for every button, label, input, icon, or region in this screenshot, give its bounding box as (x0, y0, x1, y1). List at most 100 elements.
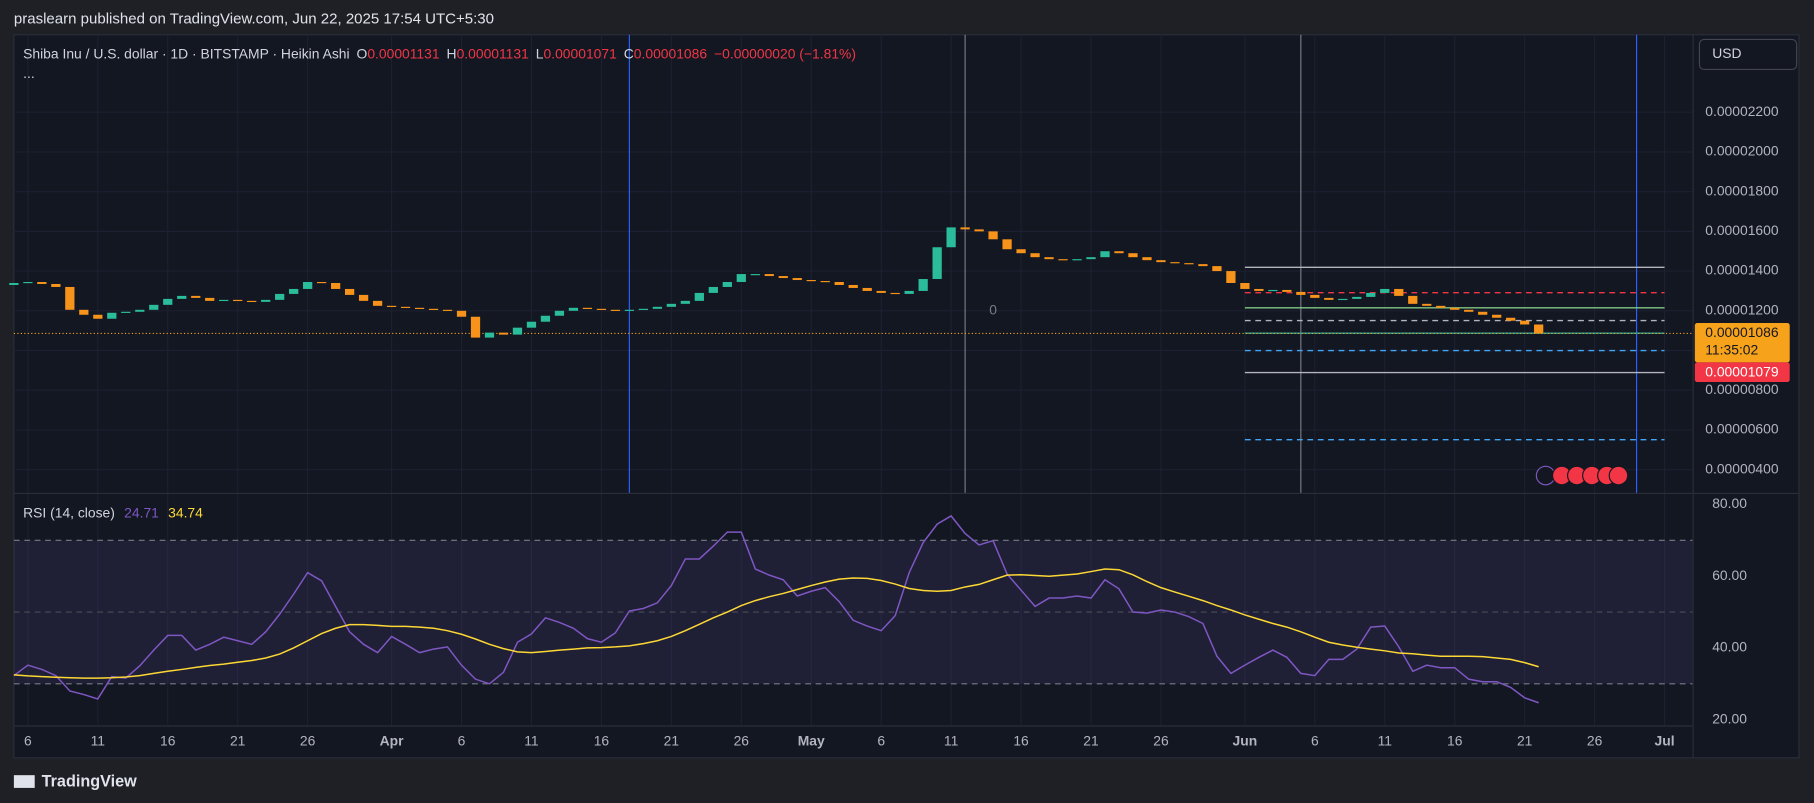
x-tick-label: 11 (524, 732, 539, 748)
candle (386, 305, 397, 307)
x-tick-label: 6 (458, 732, 466, 748)
y-tick-label: 0.00001800 (1705, 182, 1779, 198)
candle (456, 310, 467, 317)
candle (988, 231, 998, 240)
brand-name: TradingView (42, 772, 137, 790)
candle (1198, 264, 1208, 267)
last-price-label: 0.00001086 (1705, 324, 1779, 340)
candle (107, 312, 117, 319)
chart-frame (13, 34, 1800, 759)
x-tick-label: 26 (300, 732, 316, 748)
candle (1254, 288, 1264, 291)
candle (9, 282, 19, 285)
candle (205, 297, 215, 301)
x-tick-label: 11 (1378, 732, 1393, 748)
y-tick-label: 0.00002200 (1705, 103, 1779, 119)
candle (414, 307, 425, 309)
flag-icon[interactable] (1608, 465, 1629, 486)
rsi-tick-label: 20.00 (1712, 710, 1747, 726)
x-tick-label: 21 (1083, 732, 1099, 748)
candle (261, 299, 271, 302)
candle (1394, 288, 1404, 296)
candle (680, 300, 690, 304)
candle (1156, 260, 1166, 263)
x-tick-label: 26 (1153, 732, 1169, 748)
x-tick-label: 26 (734, 732, 750, 748)
x-tick-label: 21 (1517, 732, 1533, 748)
candle (1016, 249, 1026, 254)
candle (1310, 294, 1320, 298)
candle (289, 288, 299, 294)
x-tick-label: 26 (1587, 732, 1603, 748)
candle (1184, 263, 1194, 265)
chart-layer: 6 11 16 21 26 Apr 6 11 16 21 26 May 6 11 16 21 26 Jun 6 11 1… (9, 34, 1790, 748)
candle (303, 282, 313, 289)
currency-label: USD (1712, 45, 1741, 61)
candle (1436, 305, 1446, 308)
publisher-line: praslearn published on TradingView.com, … (14, 11, 494, 28)
candle (1282, 289, 1292, 292)
candle (37, 282, 47, 284)
candle (1464, 309, 1474, 312)
candle (1030, 253, 1040, 258)
candle (568, 307, 579, 311)
more-button[interactable]: ... (23, 65, 35, 81)
candle (65, 286, 75, 310)
candle (848, 284, 858, 288)
symbol: Shiba Inu / U.S. dollar · 1D · BITSTAMP … (23, 45, 349, 61)
price-label: 0.00001079 (1705, 363, 1779, 379)
candle (1352, 296, 1362, 299)
candle (219, 299, 229, 302)
x-tick-label: Jul (1655, 732, 1675, 748)
candle (163, 298, 173, 305)
ohlc-value: 0.00001071 (544, 45, 618, 61)
x-tick-label: Jun (1233, 732, 1258, 748)
candle (191, 295, 201, 298)
candle (1170, 262, 1180, 264)
candle (582, 307, 593, 309)
candle (694, 292, 704, 301)
candle (540, 315, 551, 322)
candle (1100, 251, 1110, 258)
currency-button[interactable] (1698, 38, 1798, 71)
rsi-tick-label: 80.00 (1712, 495, 1747, 511)
change: −0.00000020 (−1.81%) (714, 45, 856, 61)
ohlc-label: O (357, 45, 368, 61)
candle (121, 311, 131, 313)
candle (498, 332, 509, 335)
candle (610, 309, 621, 311)
candle (722, 282, 732, 287)
candle (960, 227, 970, 230)
candle (358, 294, 369, 301)
candle (149, 304, 159, 310)
last-price-box (1694, 323, 1790, 363)
brand-logo (13, 775, 35, 788)
indicator-line (13, 514, 1539, 704)
candle (708, 286, 718, 293)
candle (93, 314, 103, 319)
x-tick-label: 11 (91, 732, 106, 748)
candle (750, 274, 760, 276)
x-tick-label: 6 (877, 732, 885, 748)
candle (1044, 257, 1054, 260)
ohlc-value: 0.00001086 (634, 45, 708, 61)
symbol-legend: Shiba Inu / U.S. dollar · 1D · BITSTAMP … (23, 45, 856, 61)
candle (442, 309, 453, 311)
candle (1002, 239, 1012, 250)
candle (1142, 257, 1152, 261)
candle (177, 295, 187, 299)
rsi-tick-label: 60.00 (1712, 567, 1747, 583)
candle (247, 300, 257, 303)
rsi-value: 24.71 (124, 504, 159, 520)
candle (275, 293, 285, 300)
x-tick-label: May (798, 732, 825, 748)
candle (1268, 289, 1278, 292)
x-tick-label: 11 (944, 732, 959, 748)
candle (806, 280, 816, 282)
x-tick-label: 16 (1447, 732, 1463, 748)
ohlc-value: 0.00001131 (367, 45, 440, 61)
x-tick-label: 16 (160, 732, 176, 748)
candle (736, 274, 746, 283)
price-box (1694, 362, 1790, 383)
